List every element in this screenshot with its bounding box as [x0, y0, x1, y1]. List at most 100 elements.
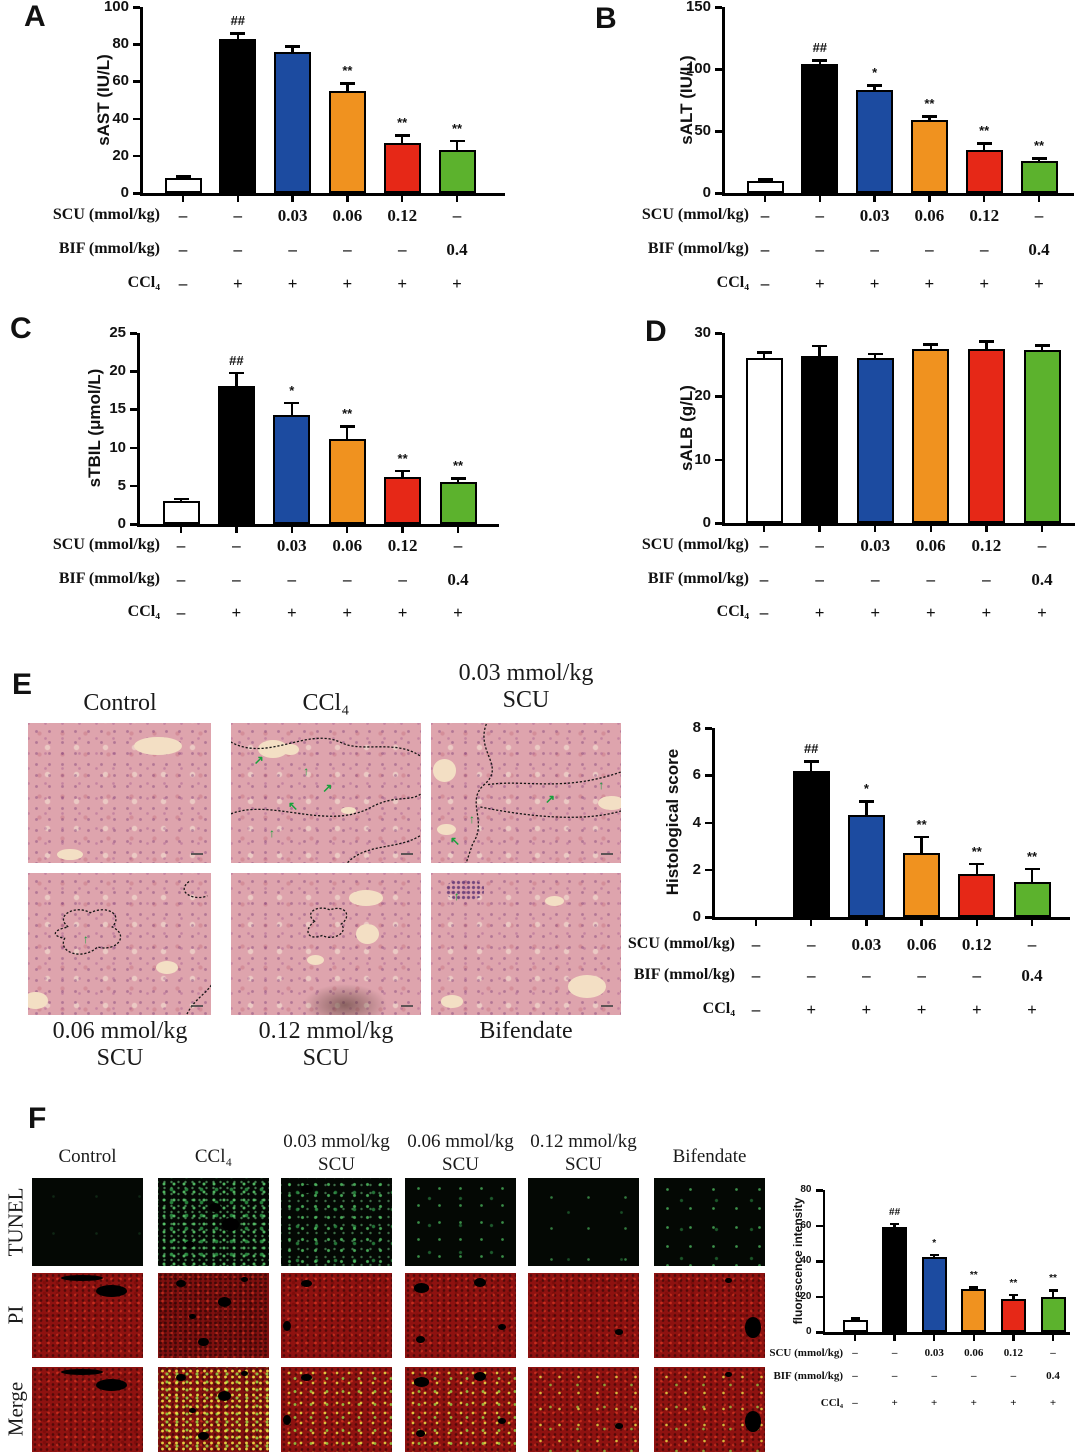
title-line: SCU	[318, 1154, 355, 1175]
y-tick-mark	[130, 523, 137, 526]
green-arrow-marker: ↑	[82, 931, 89, 946]
bar-scu-003	[273, 414, 311, 524]
x-tick-mark	[809, 920, 813, 926]
y-tick-mark	[715, 130, 722, 133]
dose-value: –	[760, 239, 770, 259]
y-tick-label: 50	[694, 122, 711, 139]
dose-value: +	[231, 602, 242, 622]
sig-marker: ##	[889, 1206, 901, 1218]
merge-image-ccl4	[158, 1367, 269, 1452]
y-tick-mark	[133, 154, 140, 158]
error-bar	[1037, 158, 1041, 163]
green-arrow-marker: ↗	[253, 752, 264, 767]
vessel-blob	[725, 1278, 732, 1284]
error-bar	[1040, 345, 1044, 353]
dose-value: 0.06	[332, 535, 363, 555]
vessel-blob	[197, 1337, 210, 1347]
bar-scu-012	[965, 149, 1003, 193]
y-tick-mark	[715, 332, 722, 335]
dose-value: –	[397, 239, 407, 259]
y-tick-mark	[130, 370, 137, 373]
dose-row-label: CCl₄	[127, 603, 160, 621]
y-tick-mark	[705, 916, 712, 919]
fluorescence-column-title: 0.06 mmol/kg SCU	[376, 1130, 546, 1176]
y-tick-mark	[815, 1331, 823, 1334]
sig-marker: **	[969, 1270, 978, 1282]
x-tick-mark	[179, 527, 183, 533]
title-line: SCU	[442, 1154, 479, 1175]
title-line: CCl₄	[302, 690, 350, 716]
x-tick-mark	[291, 196, 294, 202]
y-tick-label: 5	[117, 476, 126, 494]
error-bar-cap	[923, 343, 939, 346]
pi-image-control	[32, 1273, 143, 1358]
error-bar	[455, 140, 459, 153]
vessel-blob	[209, 1202, 222, 1213]
vessel-blob	[184, 1241, 194, 1249]
x-tick-mark	[236, 196, 240, 202]
necrosis-dashed-outline	[28, 873, 211, 1015]
vessel-blob	[96, 1284, 128, 1297]
fluorescence-row-label: PI	[3, 1305, 28, 1325]
x-tick-mark	[985, 526, 988, 532]
green-arrow-marker: ↑	[453, 889, 460, 904]
error-bar-cap	[173, 497, 189, 501]
dose-value: –	[926, 569, 936, 589]
vessel-blob	[416, 1429, 425, 1437]
dose-row-label: BIF (mmol/kg)	[633, 966, 735, 984]
dose-value: –	[760, 205, 770, 225]
bar-ccl4	[217, 385, 255, 524]
error-bar	[763, 179, 767, 183]
y-tick-label: 40	[112, 109, 129, 127]
bar-bifendate	[439, 481, 477, 524]
vessel-blob	[241, 1371, 248, 1377]
x-tick-mark	[1030, 920, 1034, 926]
histology-image-scu-012	[231, 873, 421, 1015]
dose-row-label: BIF (mmol/kg)	[647, 570, 749, 588]
x-axis	[712, 917, 1070, 920]
necrosis-dashed-outline	[231, 873, 421, 1015]
dose-value: –	[759, 569, 769, 589]
bar-scu-003	[921, 1257, 947, 1332]
error-bar	[762, 352, 766, 361]
x-tick-mark	[982, 196, 986, 202]
x-tick-mark	[455, 196, 459, 202]
y-tick-mark	[130, 484, 137, 488]
sig-marker: *	[863, 781, 869, 797]
dose-value: 0.4	[1028, 239, 1050, 259]
dose-value: 0.12	[969, 205, 1000, 225]
y-tick-label: 0	[692, 908, 701, 925]
panel-letter: A	[24, 0, 46, 33]
vessel-blob	[175, 1373, 186, 1382]
dose-value: 0.4	[446, 239, 468, 259]
dose-value: –	[178, 239, 188, 259]
error-bar-cap	[395, 469, 411, 473]
y-tick-label: 0	[805, 1326, 812, 1337]
bar-bifendate	[1020, 160, 1058, 193]
dose-value: –	[751, 934, 761, 954]
x-axis	[722, 523, 1075, 526]
error-bar-cap	[394, 134, 410, 137]
fluorescence-row-label: TUNEL	[3, 1187, 28, 1257]
sig-marker: **	[924, 96, 935, 112]
dose-value: +	[1010, 1397, 1017, 1410]
sig-marker: **	[397, 115, 408, 131]
dose-row-label: BIF (mmol/kg)	[58, 240, 160, 258]
dose-value: 0.03	[924, 1347, 944, 1360]
error-bar-cap	[850, 1317, 860, 1320]
error-bar	[346, 83, 349, 93]
x-tick-mark	[1037, 196, 1041, 202]
vessel-blob	[283, 1320, 291, 1331]
x-tick-mark	[920, 920, 923, 926]
y-tick-label: 10	[109, 438, 126, 456]
merge-image-scu-012	[528, 1367, 639, 1452]
sig-marker: *	[932, 1237, 937, 1249]
green-arrow-marker: ↖	[450, 834, 461, 848]
error-bar-cap	[1048, 1289, 1058, 1292]
y-tick-mark	[715, 6, 722, 9]
y-axis	[140, 7, 143, 196]
error-bar	[893, 1223, 896, 1230]
histology-column-title: 0.12 mmol/kg SCU	[216, 1018, 436, 1072]
histology-image-scu-003: ↑ ↗ ↖ ↑	[431, 723, 621, 863]
vessel-blob	[217, 1296, 232, 1307]
